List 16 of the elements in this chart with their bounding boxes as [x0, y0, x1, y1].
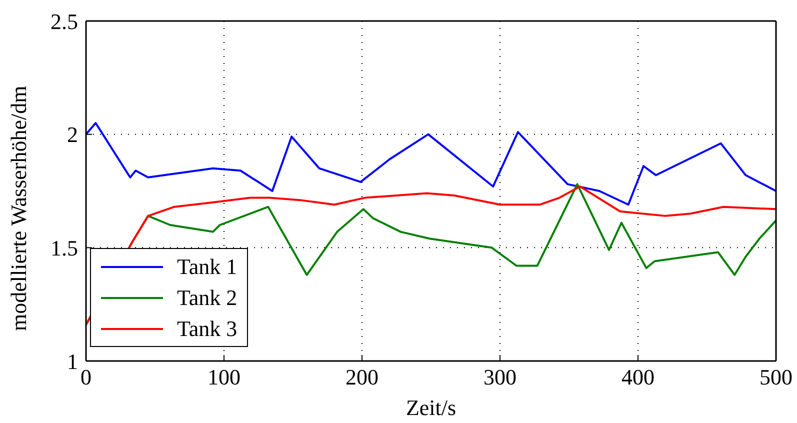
y-axis-title: modellierte Wasserhöhe/dm [6, 86, 31, 331]
legend-label: Tank 2 [177, 284, 238, 310]
x-axis-title: Zeit/s [406, 395, 456, 420]
x-tick-label: 200 [346, 364, 378, 390]
y-tick-label: 1.5 [50, 235, 78, 260]
line-series [86, 122, 776, 206]
legend-label: Tank 3 [177, 316, 238, 342]
legend-label: Tank 1 [177, 254, 238, 280]
y-tick-label: 2.5 [50, 8, 78, 34]
y-tick-label: 1 [67, 348, 78, 374]
x-tick-label: 0 [80, 364, 92, 390]
x-tick-label: 500 [760, 364, 792, 390]
x-tick-label: 100 [208, 364, 240, 390]
x-tick-label: 400 [622, 364, 654, 390]
x-tick-label: 300 [484, 364, 516, 390]
y-tick-label: 2 [67, 122, 78, 148]
